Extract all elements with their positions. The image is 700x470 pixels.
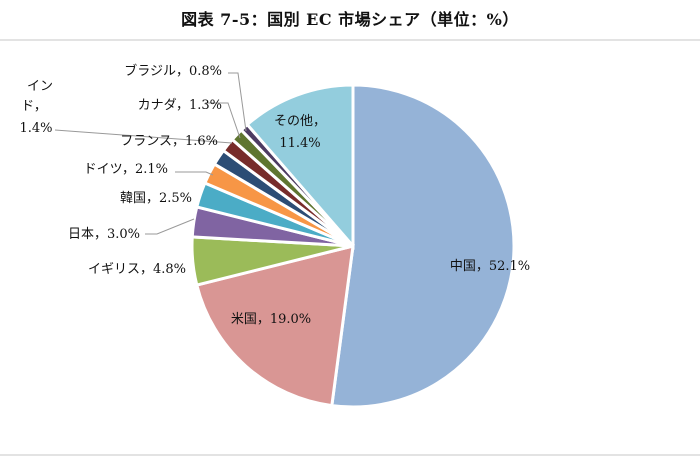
slice-label-other: その他， [274, 114, 326, 129]
slice-label: イギリス，4.8% [88, 262, 186, 277]
leader-line [228, 72, 247, 132]
slice-label-other: 11.4% [279, 136, 320, 151]
leader-line [145, 218, 195, 235]
top-divider [0, 39, 700, 41]
pie-slice-1 [194, 244, 355, 408]
bottom-divider [0, 454, 700, 456]
slice-label: 日本，3.0% [68, 227, 140, 242]
slice-label-india: ド， [21, 99, 47, 114]
slice-label: 韓国，2.5% [120, 191, 192, 206]
leader-line [175, 171, 214, 176]
chart-title: 図表 7-5：国別 EC 市場シェア（単位：%） [181, 10, 519, 29]
slice-label: フランス，1.6% [120, 134, 218, 149]
pie-slice-0 [330, 83, 516, 409]
slice-label-india: イン [27, 79, 53, 94]
slice-label-india: 1.4% [19, 121, 52, 136]
leader-line [54, 129, 233, 144]
pie-slice-10 [245, 83, 355, 251]
leader-line [205, 102, 241, 139]
slice-label: ブラジル，0.8% [124, 63, 222, 79]
slice-label: カナダ，1.3% [138, 98, 222, 113]
slice-label: ドイツ，2.1% [84, 162, 168, 177]
slice-label: 米国，19.0% [231, 312, 311, 327]
slice-label: 中国，52.1% [450, 259, 530, 274]
